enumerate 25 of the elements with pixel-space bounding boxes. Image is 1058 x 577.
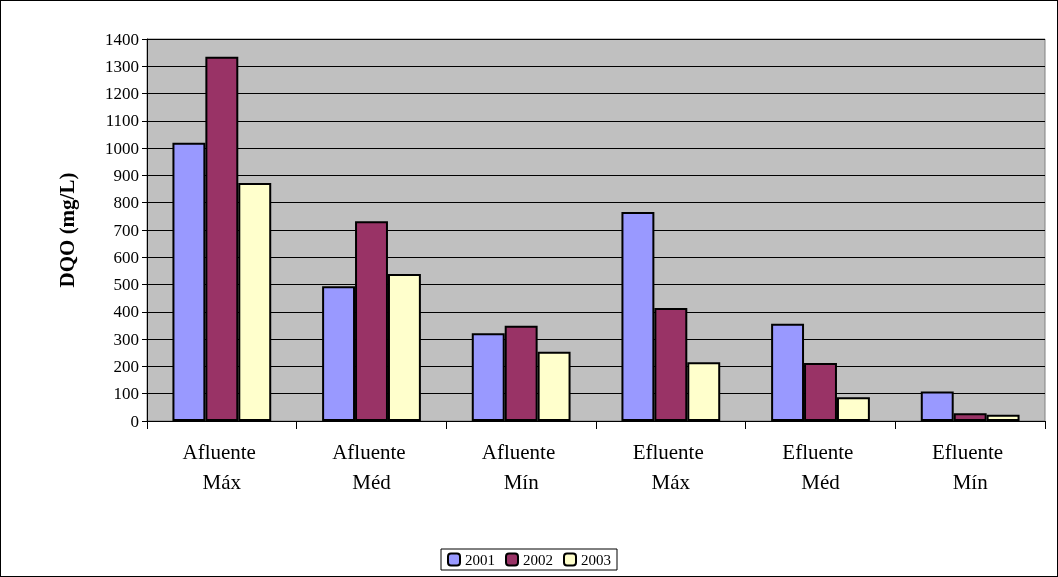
y-tick-label: 400 xyxy=(113,302,139,322)
legend-label: 2001 xyxy=(465,551,495,568)
y-tick-label: 100 xyxy=(113,384,139,404)
y-tick-label: 1400 xyxy=(105,29,139,49)
y-tick-label: 700 xyxy=(113,220,139,240)
y-tick-label: 500 xyxy=(113,275,139,295)
y-tick-label: 1200 xyxy=(105,84,139,104)
x-tick-label: Afluente Mín xyxy=(481,440,561,494)
y-tick-label: 1000 xyxy=(105,138,139,158)
legend-label: 2002 xyxy=(523,551,553,568)
y-tick-label: 200 xyxy=(113,356,139,376)
y-tick-label: 600 xyxy=(113,247,139,267)
y-tick-label: 1100 xyxy=(105,111,139,131)
x-tick-label: Efluente Mín xyxy=(931,440,1009,494)
x-tick-label: Efluente Méd xyxy=(782,440,859,494)
y-tick-label: 1300 xyxy=(105,56,139,76)
x-tick-label: Efluente Máx xyxy=(632,440,710,494)
y-tick-label: 800 xyxy=(113,193,139,213)
x-tick-label: Afluente Máx xyxy=(182,440,262,494)
y-tick-label: 900 xyxy=(113,165,139,185)
x-tick-label: Afluente Méd xyxy=(332,440,411,494)
legend-label: 2003 xyxy=(581,551,611,568)
y-axis-title: DQO (mg/L) xyxy=(54,172,79,288)
y-tick-label: 0 xyxy=(130,411,139,431)
y-tick-label: 300 xyxy=(113,329,139,349)
